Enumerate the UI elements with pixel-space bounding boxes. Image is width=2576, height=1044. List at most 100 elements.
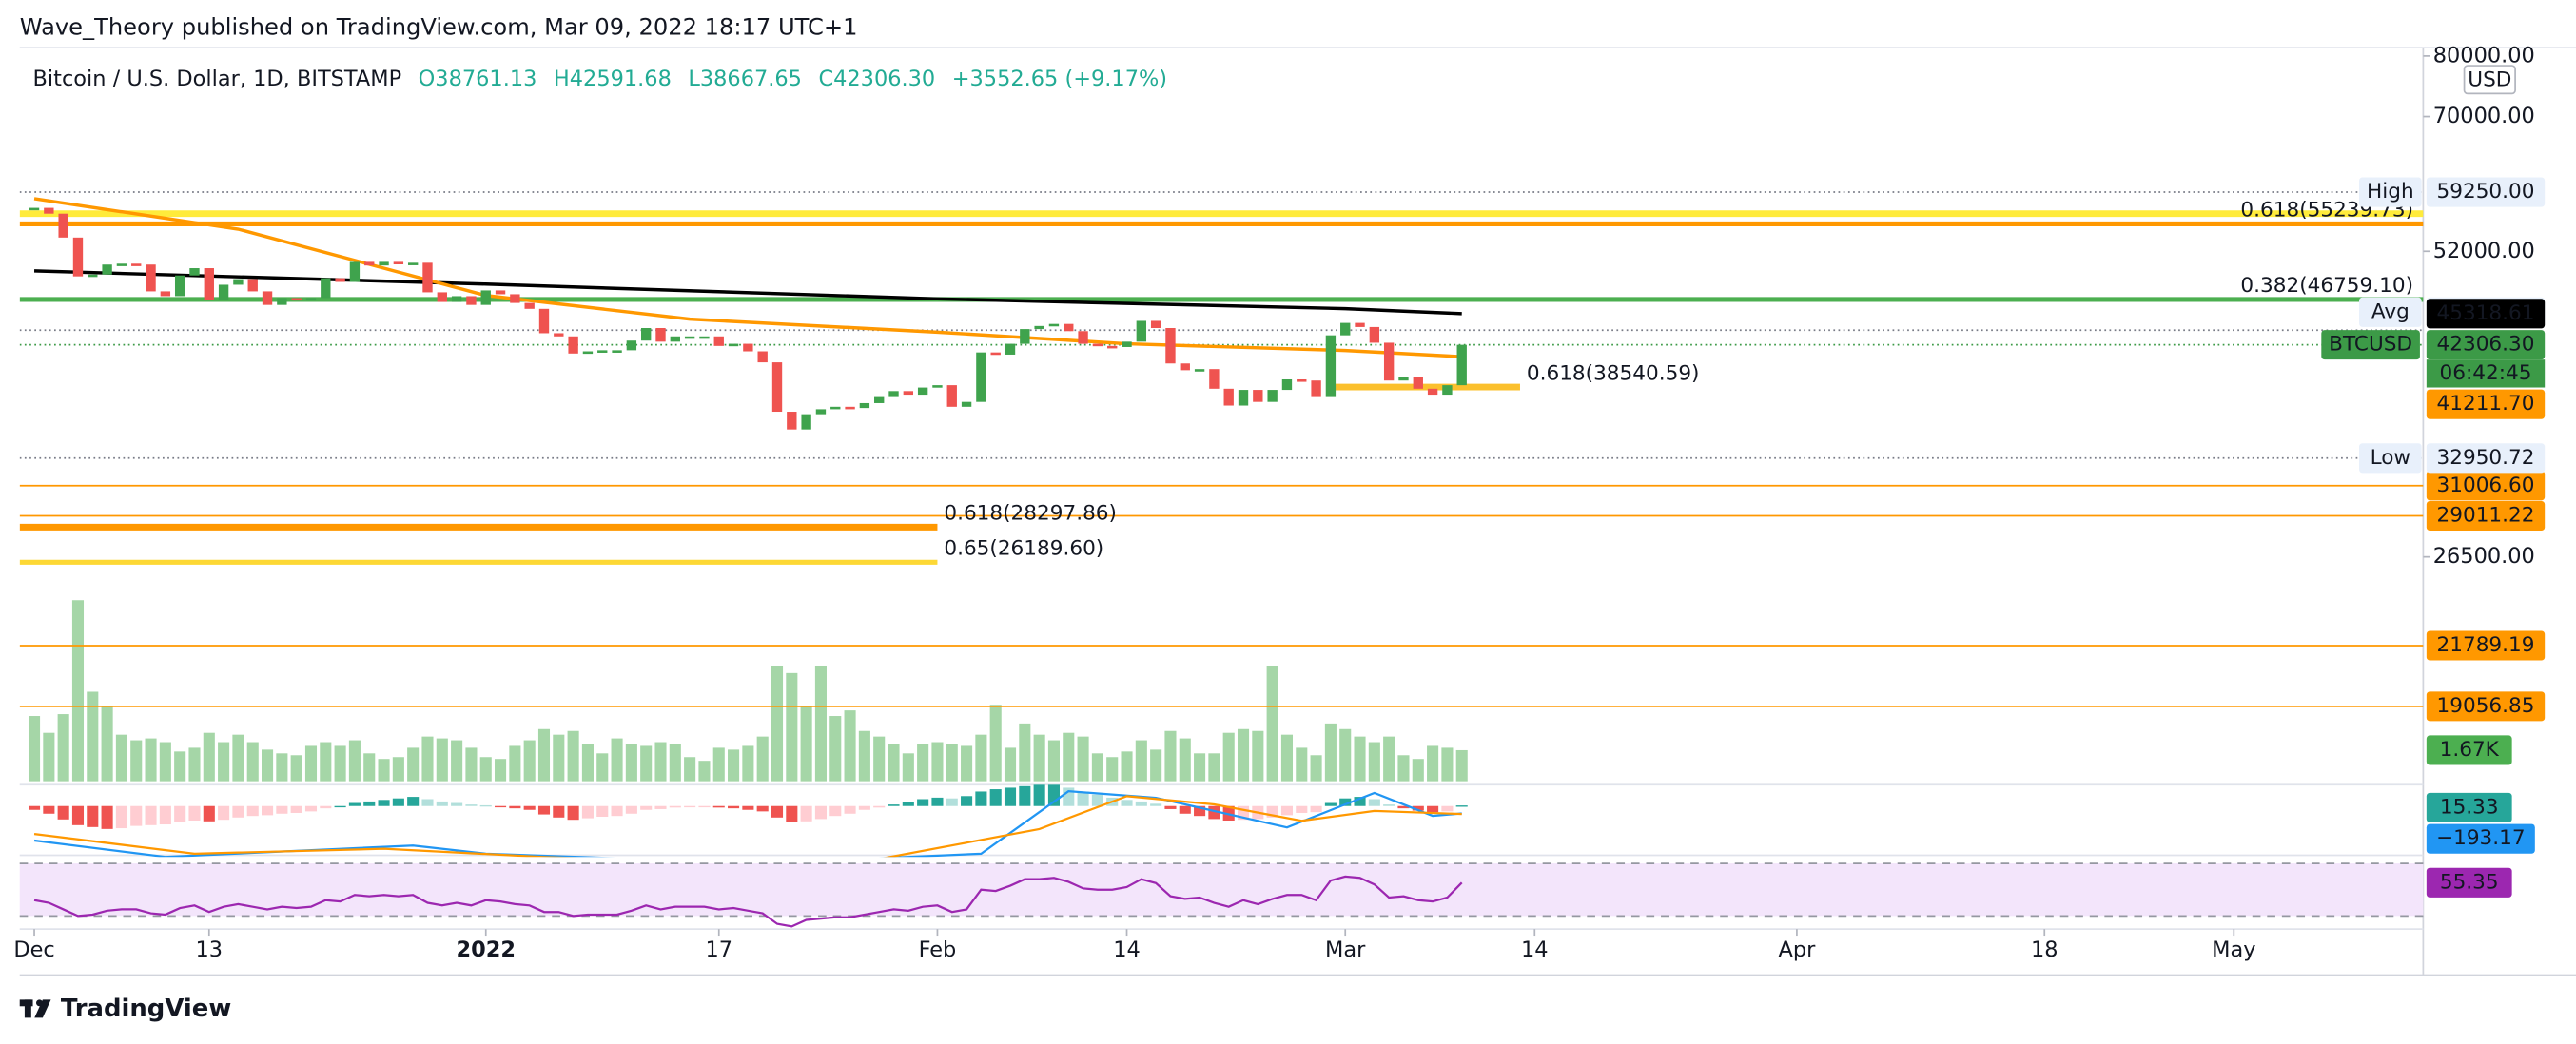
volume-bar (115, 734, 127, 782)
macd-histogram (756, 805, 769, 812)
volume-bar (640, 745, 653, 782)
candle (277, 298, 287, 305)
candle (815, 409, 827, 415)
volume-bar (1194, 753, 1206, 782)
macd-histogram (654, 805, 667, 809)
macd-histogram (1368, 799, 1380, 806)
candle (976, 352, 986, 402)
fib-label: 0.382(46759.10) (2240, 274, 2413, 298)
macd-histogram (290, 805, 302, 813)
candle (1034, 325, 1044, 330)
candle (88, 274, 98, 278)
macd-histogram (363, 801, 376, 806)
volume-bar (71, 600, 85, 782)
macd-histogram (1412, 805, 1424, 811)
macd-histogram (28, 805, 41, 810)
ohlc-high: H42591.68 (554, 66, 672, 90)
marker-name-bg (2359, 443, 2422, 474)
price-line-tag: 31006.60 (2437, 474, 2535, 497)
macd-histogram (523, 805, 536, 810)
macd-histogram (436, 801, 448, 806)
macd-histogram (1194, 805, 1206, 817)
candle (407, 262, 419, 265)
ma-tag-bg (2426, 389, 2546, 419)
volume-bar (1441, 747, 1454, 782)
macd-histogram (1077, 791, 1089, 806)
candle (1194, 369, 1205, 372)
candle (58, 213, 68, 238)
macd-histogram (1091, 794, 1103, 806)
macd-histogram (567, 805, 579, 821)
macd-histogram (145, 805, 157, 825)
macd-histogram (218, 805, 230, 821)
volume-bar (174, 751, 186, 782)
candle (1253, 390, 1263, 402)
ma-tag: 45318.61 (2437, 301, 2535, 325)
macd-pane (28, 784, 1468, 858)
volume-bar (611, 738, 623, 782)
volume-bar (844, 710, 856, 782)
fib-label: 0.65(26189.60) (944, 536, 1103, 560)
candle (874, 396, 885, 403)
volume-bar (917, 744, 929, 782)
macd-histogram (1455, 805, 1468, 807)
x-tick-label: 17 (705, 938, 732, 962)
candle (1311, 380, 1321, 397)
candle (102, 264, 112, 275)
volume-bar (218, 742, 230, 782)
candle (72, 237, 84, 277)
x-tick-label: May (2212, 938, 2255, 962)
price-line-tag-bg (2426, 630, 2546, 661)
volume-bar (130, 740, 143, 782)
candle (480, 290, 491, 305)
x-tick-label: 13 (196, 938, 224, 962)
change: +3552.65 (+9.17%) (952, 66, 1167, 90)
logo (19, 999, 51, 1018)
macd-histogram (115, 805, 127, 829)
macd-histogram (611, 805, 623, 817)
macd-histogram (232, 805, 244, 818)
x-tick-label: 14 (1521, 938, 1549, 962)
candle (160, 291, 171, 297)
volume-bar (873, 736, 886, 782)
candle (146, 264, 156, 292)
rsi-band (19, 863, 2424, 917)
macd-histogram (537, 805, 551, 815)
candle (321, 278, 331, 299)
macd-histogram (902, 802, 914, 806)
candle (335, 278, 345, 282)
candle (554, 333, 564, 337)
unit-box (2463, 65, 2516, 95)
candle (1355, 322, 1365, 327)
volume-bar (1455, 749, 1468, 782)
volume-bar (756, 736, 769, 782)
volume-bar (888, 744, 900, 782)
macd-histogram (407, 797, 420, 806)
volume-bar (931, 742, 944, 782)
volume-bar (290, 755, 302, 782)
countdown: 06:42:45 (2440, 361, 2532, 385)
volume-bar (989, 705, 1002, 782)
price-line-tag: 29011.22 (2437, 504, 2535, 528)
rsi-tag-bg (2426, 867, 2512, 898)
volume-bar (1237, 728, 1250, 782)
macd-histogram (640, 805, 653, 810)
macd-histogram (1339, 798, 1352, 806)
candle (495, 290, 506, 295)
volume-bar (1121, 751, 1133, 782)
volume-bar (800, 706, 812, 782)
volume-bar (407, 747, 420, 782)
symbol: BTCUSD (2329, 333, 2412, 357)
volume-bar (1324, 723, 1337, 782)
candle (364, 261, 375, 266)
volume-bar (159, 742, 171, 782)
publisher: Wave_Theory published on TradingView.com… (20, 13, 858, 40)
x-tick-label: Dec (13, 938, 54, 962)
candle (1180, 363, 1190, 371)
candle (174, 275, 185, 297)
candle (932, 385, 943, 388)
volume-bar (1427, 745, 1439, 782)
volume-bar (1397, 755, 1410, 782)
